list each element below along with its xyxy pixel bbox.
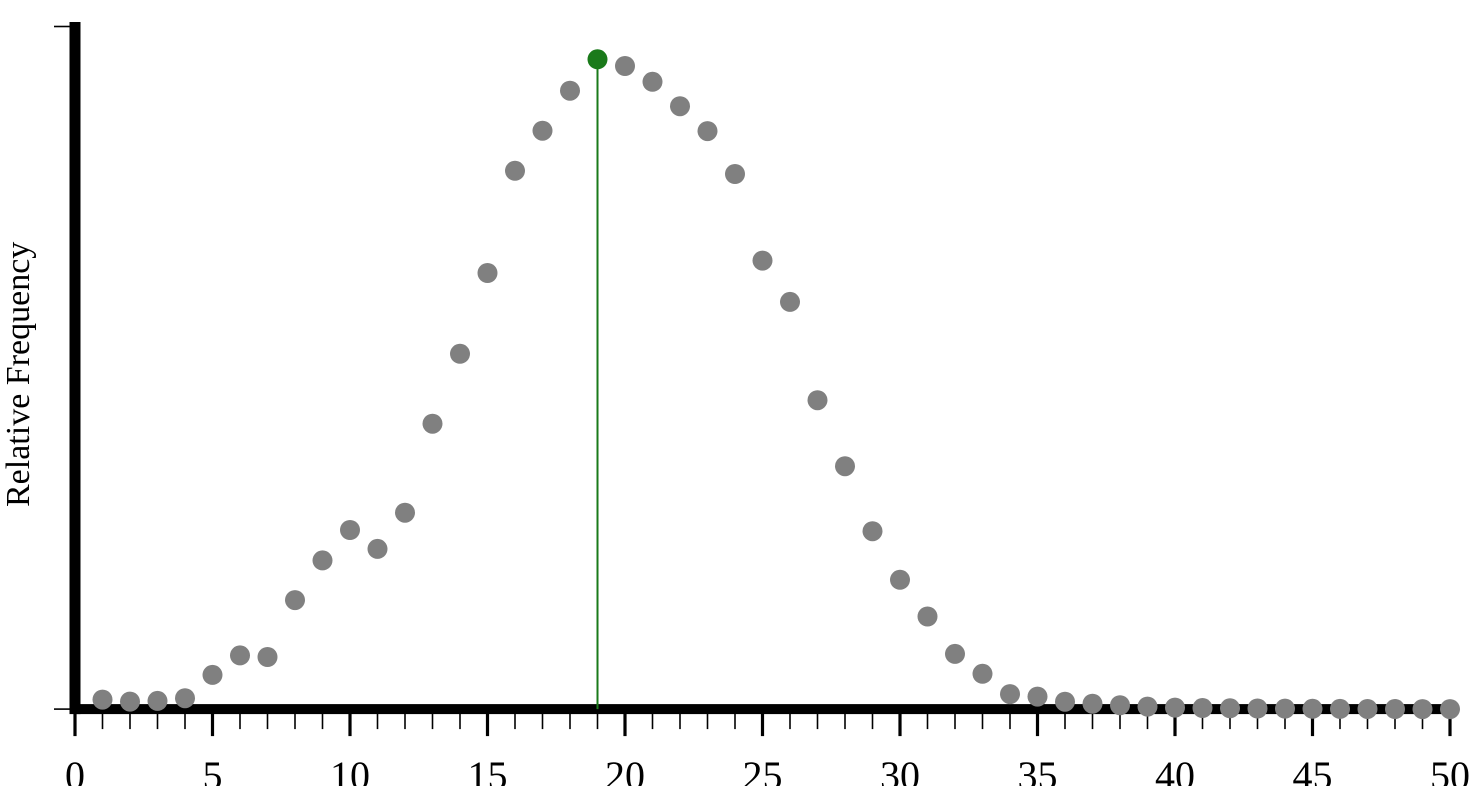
svg-text:50: 50 — [1430, 753, 1470, 786]
svg-text:30: 30 — [880, 753, 920, 786]
svg-text:10: 10 — [330, 753, 370, 786]
svg-text:25: 25 — [743, 753, 783, 786]
svg-text:15: 15 — [468, 753, 508, 786]
svg-text:5: 5 — [203, 753, 223, 786]
svg-text:20: 20 — [605, 753, 645, 786]
svg-text:40: 40 — [1155, 753, 1195, 786]
svg-text:35: 35 — [1018, 753, 1058, 786]
svg-text:45: 45 — [1293, 753, 1333, 786]
svg-text:0: 0 — [65, 753, 85, 786]
